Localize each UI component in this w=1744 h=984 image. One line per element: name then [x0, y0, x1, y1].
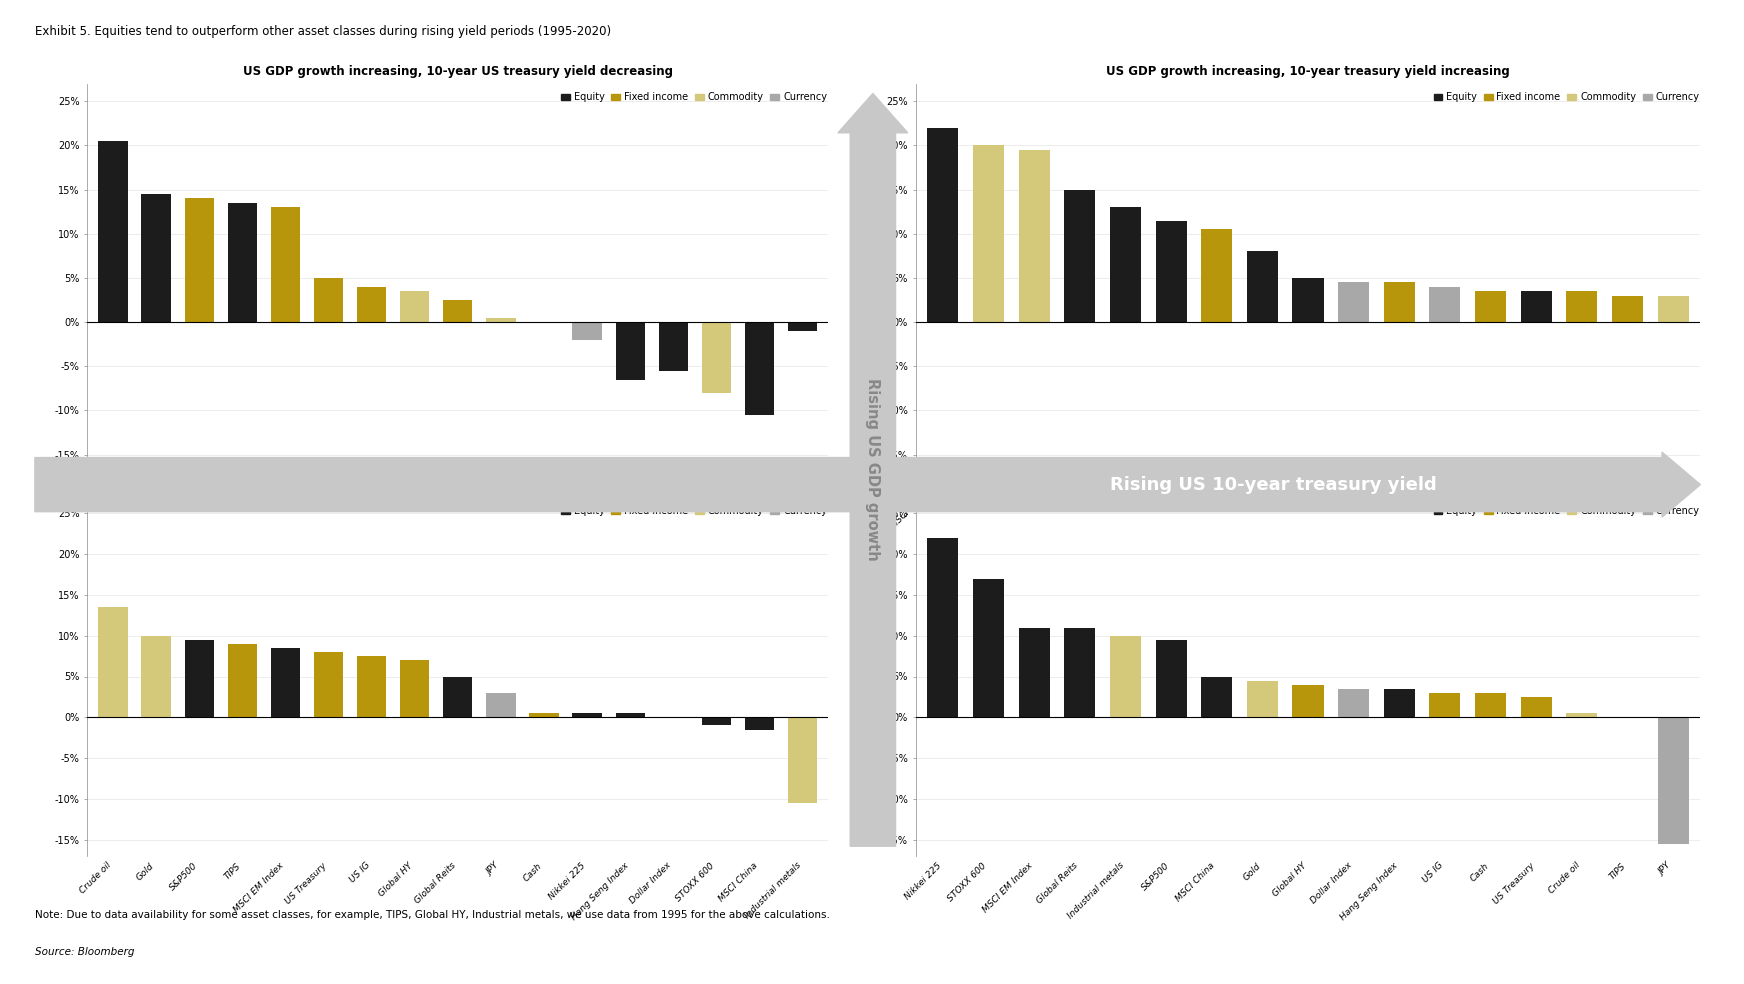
Bar — [572, 713, 602, 717]
Text: Rising US GDP growth: Rising US GDP growth — [865, 379, 881, 561]
Bar — [1247, 252, 1278, 322]
Bar — [1064, 628, 1095, 717]
Legend: Equity, Fixed income, Commodity, Currency: Equity, Fixed income, Commodity, Currenc… — [556, 502, 830, 520]
Bar — [270, 647, 300, 717]
Bar — [98, 141, 127, 322]
Bar — [1018, 150, 1050, 322]
Legend: Equity, Fixed income, Commodity, Currency: Equity, Fixed income, Commodity, Currenc… — [1430, 502, 1704, 520]
Bar — [399, 660, 429, 717]
Bar — [659, 322, 687, 371]
Bar — [228, 644, 256, 717]
Bar — [788, 717, 818, 803]
Bar — [1064, 190, 1095, 322]
Text: Rising US 10-year treasury yield: Rising US 10-year treasury yield — [1109, 475, 1437, 494]
Bar — [1521, 291, 1552, 322]
Bar — [399, 291, 429, 322]
Bar — [973, 146, 1005, 322]
Title: US GDP growth decreasing, 10-year US treasury yield decreasing: US GDP growth decreasing, 10-year US tre… — [241, 478, 675, 492]
Title: US GDP growth decreasing, 10-year treasury yield increasing: US GDP growth decreasing, 10-year treasu… — [1104, 478, 1512, 492]
Bar — [228, 203, 256, 322]
Bar — [572, 322, 602, 339]
Text: Source: Bloomberg: Source: Bloomberg — [35, 947, 134, 956]
Bar — [141, 636, 171, 717]
Bar — [788, 322, 818, 331]
Text: Exhibit 5. Equities tend to outperform other asset classes during rising yield p: Exhibit 5. Equities tend to outperform o… — [35, 25, 610, 37]
Bar — [314, 652, 344, 717]
Title: US GDP growth increasing, 10-year US treasury yield decreasing: US GDP growth increasing, 10-year US tre… — [242, 65, 673, 79]
Bar — [1430, 693, 1460, 717]
Bar — [358, 656, 385, 717]
Bar — [1338, 689, 1369, 717]
Bar — [973, 579, 1005, 717]
Bar — [1521, 697, 1552, 717]
Bar — [1202, 677, 1233, 717]
Title: US GDP growth increasing, 10-year treasury yield increasing: US GDP growth increasing, 10-year treasu… — [1106, 65, 1510, 79]
Bar — [1338, 282, 1369, 322]
Bar — [1566, 713, 1598, 717]
Bar — [1292, 277, 1324, 322]
Bar — [1202, 229, 1233, 322]
Bar — [1475, 291, 1507, 322]
Bar — [1611, 295, 1643, 322]
Bar — [1657, 295, 1688, 322]
Bar — [443, 300, 473, 322]
Bar — [1475, 693, 1507, 717]
Bar — [1383, 282, 1414, 322]
Bar — [1292, 685, 1324, 717]
Bar — [1657, 717, 1688, 844]
Legend: Equity, Fixed income, Commodity, Currency: Equity, Fixed income, Commodity, Currenc… — [1430, 89, 1704, 106]
Bar — [1156, 640, 1186, 717]
Bar — [530, 713, 558, 717]
Bar — [928, 537, 959, 717]
Bar — [745, 717, 774, 729]
Bar — [185, 640, 215, 717]
Bar — [487, 693, 516, 717]
Bar — [141, 194, 171, 322]
Bar — [443, 677, 473, 717]
Bar — [616, 713, 645, 717]
Bar — [314, 277, 344, 322]
Bar — [1247, 681, 1278, 717]
Bar — [1430, 286, 1460, 322]
Bar — [1156, 220, 1186, 322]
Bar — [487, 318, 516, 322]
Text: Note: Due to data availability for some asset classes, for example, TIPS, Global: Note: Due to data availability for some … — [35, 910, 830, 920]
Bar — [270, 208, 300, 322]
Bar — [745, 322, 774, 415]
Bar — [928, 128, 959, 322]
Bar — [1383, 689, 1414, 717]
Bar — [1566, 291, 1598, 322]
Bar — [1109, 636, 1141, 717]
Bar — [1018, 628, 1050, 717]
Bar — [701, 322, 731, 393]
Bar — [358, 286, 385, 322]
Legend: Equity, Fixed income, Commodity, Currency: Equity, Fixed income, Commodity, Currenc… — [556, 89, 830, 106]
Bar — [185, 199, 215, 322]
Bar — [98, 607, 127, 717]
Bar — [616, 322, 645, 380]
Bar — [701, 717, 731, 725]
Bar — [1109, 208, 1141, 322]
